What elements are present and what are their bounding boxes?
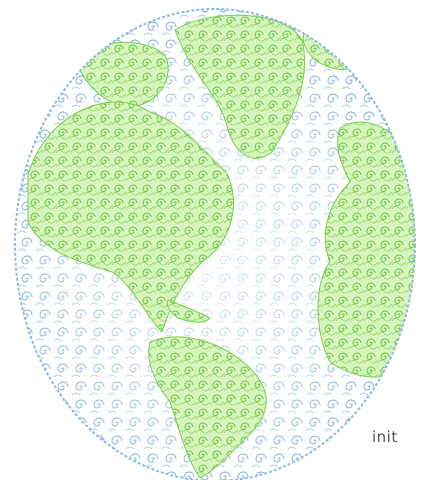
- continent: [317, 121, 415, 378]
- continent: [74, 41, 169, 107]
- caption-text: init: [372, 428, 398, 446]
- island: [166, 299, 211, 323]
- continent: [148, 336, 267, 479]
- continent: [27, 101, 234, 333]
- globe-outline: [14, 8, 416, 480]
- continent: [174, 14, 306, 159]
